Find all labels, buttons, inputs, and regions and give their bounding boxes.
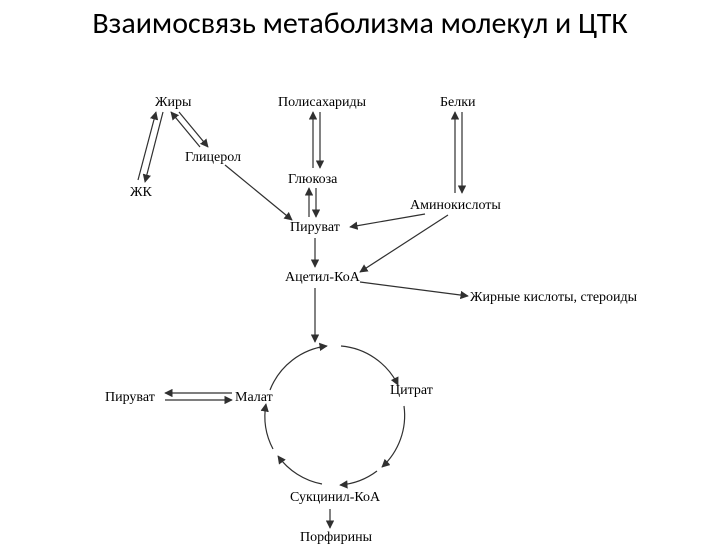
label-pyruvate1: Пируват (290, 220, 340, 236)
metabolism-diagram: Жиры Полисахариды Белки Глицерол Глюкоза… (0, 90, 720, 540)
label-succinyl-coa: Сукцинил-КоА (290, 490, 380, 506)
label-pyruvate2: Пируват (105, 390, 155, 406)
label-fatty-steroids: Жирные кислоты, стероиды (470, 290, 637, 306)
label-polysaccharides: Полисахариды (278, 95, 366, 111)
label-citrate: Цитрат (390, 383, 433, 399)
label-glycerol: Глицерол (185, 150, 241, 166)
label-fa: ЖК (130, 185, 152, 201)
label-aminoacids: Аминокислоты (410, 198, 501, 214)
page-title: Взаимосвязь метаболизма молекул и ЦТК (0, 6, 720, 42)
slide: Взаимосвязь метаболизма молекул и ЦТК (0, 0, 720, 540)
label-porphyrins: Порфирины (300, 530, 372, 546)
label-fats: Жиры (155, 95, 191, 111)
label-proteins: Белки (440, 95, 476, 111)
label-malate: Малат (235, 390, 273, 406)
diagram-svg (0, 90, 720, 540)
label-acetyl-coa: Ацетил-КоА (285, 270, 360, 286)
label-glucose: Глюкоза (288, 172, 337, 188)
